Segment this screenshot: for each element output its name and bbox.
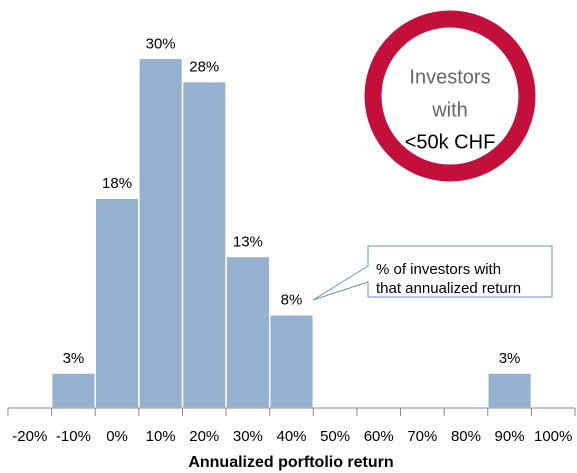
bar (487, 372, 533, 409)
bar (94, 197, 140, 409)
bar (181, 80, 227, 409)
callout-text: % of investors with (376, 261, 501, 278)
x-tick-label: 50% (320, 428, 350, 445)
bar (268, 314, 315, 409)
value-label: 8% (281, 292, 303, 309)
x-tick-label: 90% (495, 428, 525, 445)
badge-text: <50k CHF (405, 131, 496, 153)
x-tick-label: 80% (451, 428, 481, 445)
value-label: 3% (63, 350, 85, 367)
badge-ring (364, 10, 536, 182)
badge-text: Investors (409, 66, 490, 88)
badge-text: with (431, 99, 468, 121)
x-tick-label: 70% (407, 428, 437, 445)
bar (225, 255, 271, 409)
x-tick-label: 20% (189, 428, 219, 445)
x-tick-label: 60% (364, 428, 394, 445)
value-label: 13% (233, 233, 263, 250)
callout-text: that annualized return (376, 280, 521, 297)
x-tick-label: 0% (106, 428, 128, 445)
value-label: 3% (499, 350, 521, 367)
x-tick-label: 30% (233, 428, 263, 445)
x-axis-title: Annualized porftolio return (188, 454, 393, 471)
x-tick-label: 100% (534, 428, 572, 445)
x-tick-label: 10% (146, 428, 176, 445)
callout-box (312, 245, 553, 301)
value-label: 28% (189, 59, 219, 76)
value-label: 18% (102, 175, 132, 192)
value-label: 30% (146, 35, 176, 52)
x-tick-label: -10% (56, 428, 91, 445)
x-tick-label: 40% (276, 428, 306, 445)
x-tick-label: -20% (12, 428, 47, 445)
bar (138, 57, 184, 409)
bar (50, 372, 96, 409)
